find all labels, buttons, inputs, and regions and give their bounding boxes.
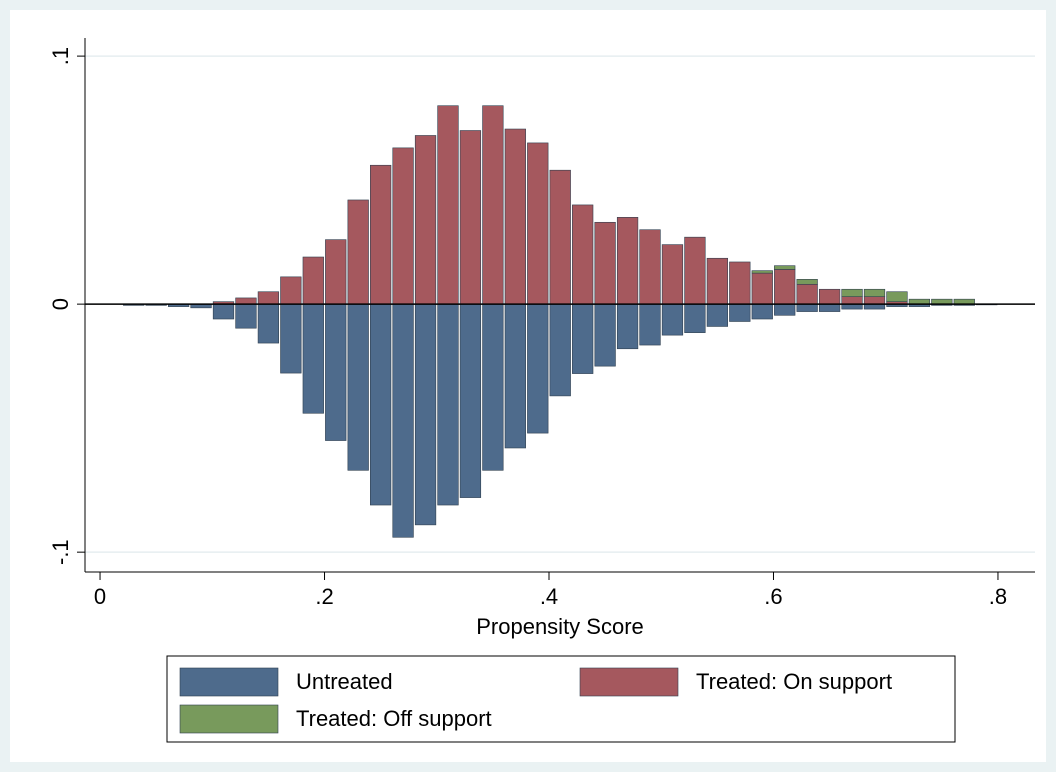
bar [774, 269, 796, 305]
bar [370, 164, 392, 305]
bar [796, 283, 818, 305]
bar [684, 236, 706, 305]
bar [572, 204, 594, 305]
bar [280, 276, 302, 305]
legend-swatch [179, 704, 279, 734]
legend-label: Treated: Off support [296, 706, 492, 731]
bar [527, 303, 549, 434]
bar [459, 303, 482, 498]
legend-swatch [179, 667, 279, 697]
y-tick-label: .1 [48, 47, 73, 65]
bar [616, 303, 639, 350]
bar [392, 147, 414, 305]
bar [414, 135, 437, 305]
bar [774, 303, 796, 316]
bar [212, 303, 235, 320]
bar [504, 128, 526, 305]
bar [325, 303, 347, 441]
bar [257, 303, 280, 344]
bar [549, 303, 571, 397]
bar [594, 303, 616, 367]
bar [280, 303, 302, 374]
bar [729, 303, 751, 322]
x-tick-label: .8 [989, 584, 1007, 609]
bar [751, 303, 773, 320]
bar [392, 303, 414, 538]
bar [437, 105, 459, 305]
bar [639, 303, 661, 346]
bar [796, 303, 818, 312]
bar [302, 256, 324, 305]
bar [774, 265, 796, 270]
bar [751, 272, 773, 305]
legend-label: Untreated [296, 669, 393, 694]
bar [414, 303, 437, 526]
bar [841, 288, 863, 297]
bar [549, 169, 571, 305]
bar [325, 239, 347, 305]
bar [347, 199, 369, 305]
bar [639, 229, 661, 305]
bar [459, 130, 482, 305]
y-tick-label: -.1 [48, 539, 73, 565]
x-axis-title: Propensity Score [476, 614, 644, 639]
x-tick-label: .4 [540, 584, 558, 609]
x-tick-label: 0 [94, 584, 106, 609]
legend [166, 655, 956, 743]
legend-swatch [579, 667, 679, 697]
bar [863, 288, 886, 297]
bar [796, 279, 818, 285]
bar [482, 105, 504, 305]
bar [370, 303, 392, 506]
y-tick-label: 0 [48, 298, 73, 310]
bar [863, 296, 886, 305]
legend-label: Treated: On support [696, 669, 892, 694]
bar [235, 303, 257, 329]
bar [684, 303, 706, 333]
bar [594, 221, 616, 305]
bar [437, 303, 459, 506]
bar [706, 303, 728, 327]
bar [706, 257, 728, 305]
bar [235, 297, 257, 305]
bar [572, 303, 594, 374]
bar [841, 296, 863, 305]
x-tick-label: .6 [764, 584, 782, 609]
bar [886, 291, 908, 302]
x-tick-label: .2 [315, 584, 333, 609]
bar [661, 244, 684, 305]
bar [616, 217, 639, 305]
bar [302, 303, 324, 414]
bar [527, 142, 549, 305]
bar [661, 303, 684, 336]
bar [729, 261, 751, 305]
bar [257, 291, 280, 305]
bar [751, 270, 773, 274]
bar [482, 303, 504, 471]
bar [818, 288, 841, 305]
bar [347, 303, 369, 471]
bar [818, 303, 841, 312]
bar [504, 303, 526, 449]
